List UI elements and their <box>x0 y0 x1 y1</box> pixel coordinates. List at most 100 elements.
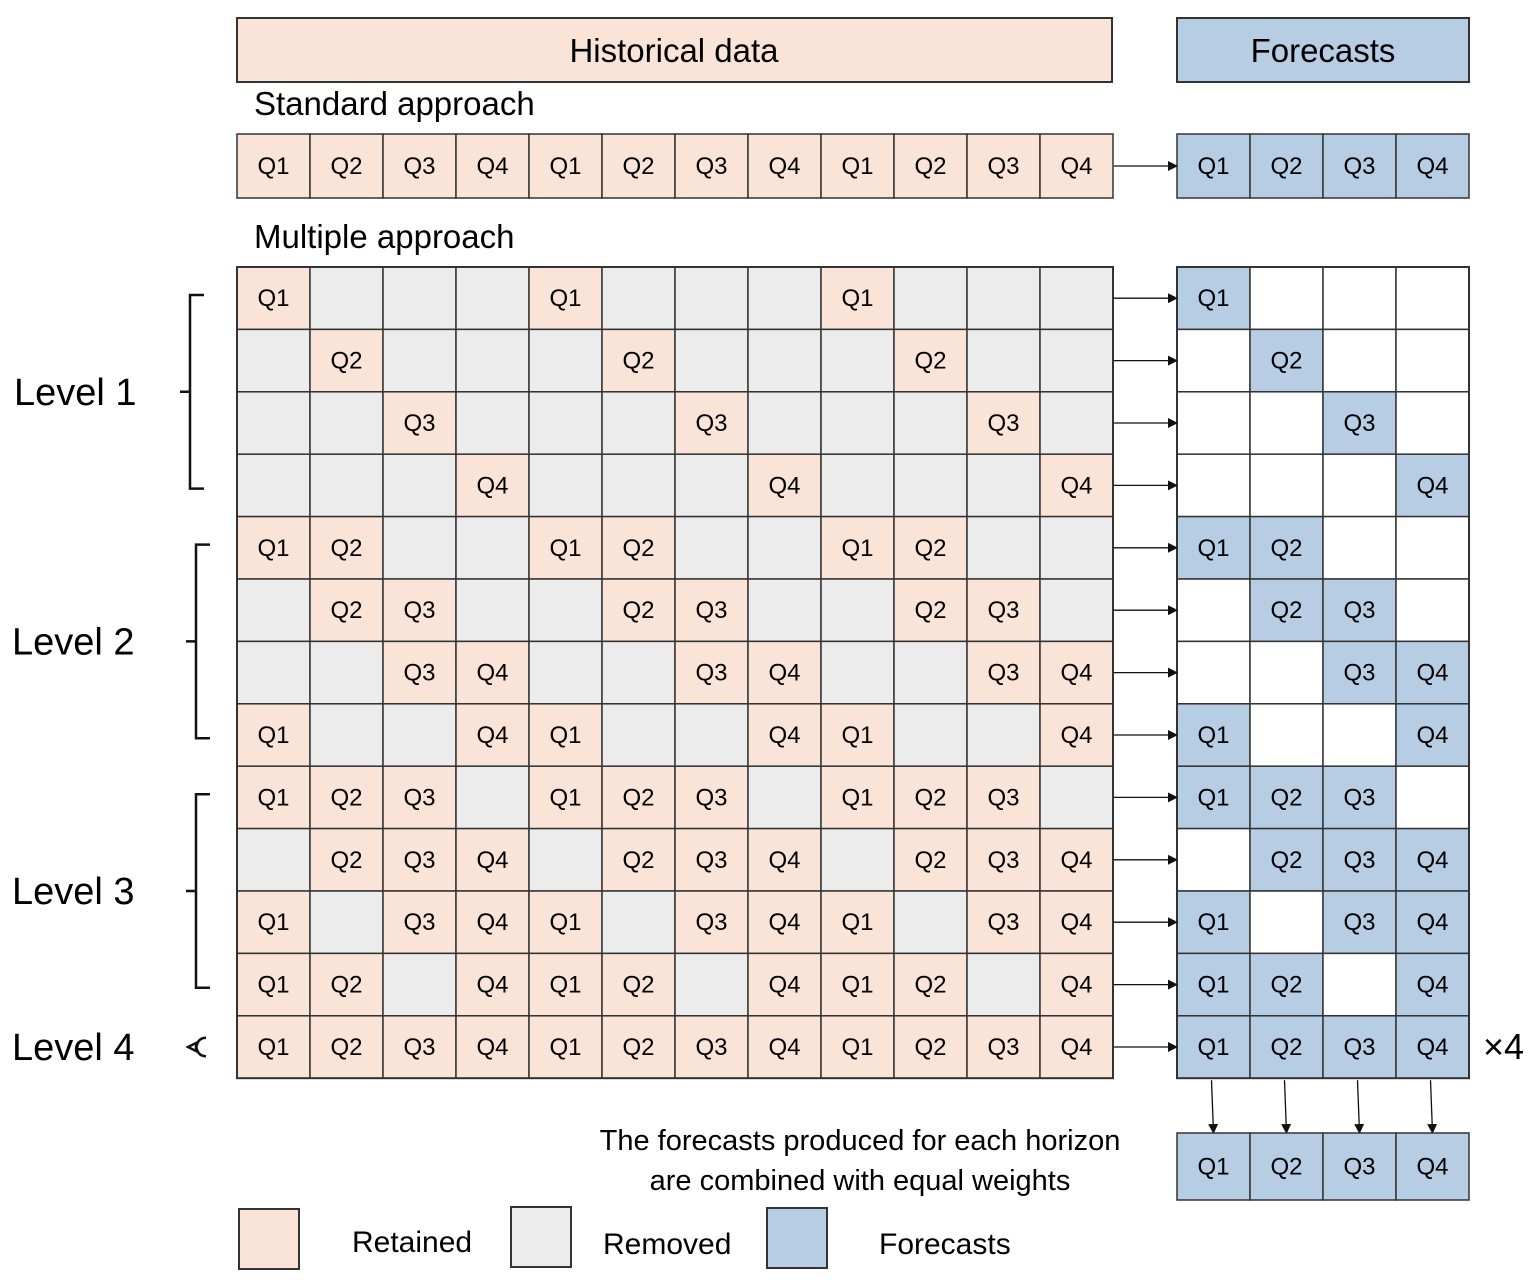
retained-cell-label: Q2 <box>914 784 946 811</box>
retained-cell-label: Q1 <box>549 1034 581 1061</box>
forecast-cell-label: Q1 <box>1197 285 1229 312</box>
empty-forecast-cell <box>1176 827 1251 892</box>
removed-cell <box>674 266 749 331</box>
standard-forecast-cell <box>1249 133 1324 199</box>
retained-cell-label: Q2 <box>622 784 654 811</box>
retained-cell-label: Q1 <box>841 972 873 999</box>
retained-cell <box>893 827 968 892</box>
retained-cell-label: Q4 <box>1060 472 1092 499</box>
retained-cell <box>674 827 749 892</box>
forecast-cell <box>1176 952 1251 1017</box>
forecast-cell-label: Q3 <box>1343 1034 1375 1061</box>
retained-cell-label: Q1 <box>549 285 581 312</box>
retained-cell-label: Q1 <box>549 784 581 811</box>
retained-cell-label: Q4 <box>768 1034 800 1061</box>
forecast-cell <box>1395 1015 1470 1079</box>
level-brackets: Level 1 Level 2 Level 3 Level 4 <box>12 293 210 1069</box>
forecast-cell-label: Q4 <box>1416 660 1448 687</box>
removed-cell <box>528 328 603 393</box>
retained-cell <box>1039 890 1114 955</box>
removed-cell <box>601 391 676 455</box>
legend-swatch-forecasts <box>766 1207 828 1269</box>
standard-history-cell-label: Q2 <box>330 153 362 180</box>
removed-cell <box>528 391 603 455</box>
forecasts-header <box>1176 17 1470 83</box>
standard-history-cell-label: Q1 <box>841 153 873 180</box>
forecast-cell <box>1249 1015 1324 1079</box>
removed-cell <box>966 266 1041 331</box>
retained-cell-label: Q4 <box>768 847 800 874</box>
retained-cell-label: Q2 <box>914 348 946 375</box>
retained-cell <box>309 827 384 892</box>
removed-cell <box>528 453 603 518</box>
empty-forecast-cell <box>1176 391 1251 455</box>
retained-cell-label: Q4 <box>476 472 508 499</box>
retained-cell-label: Q3 <box>987 660 1019 687</box>
retained-cell-label: Q4 <box>768 472 800 499</box>
standard-forecast-cell-label: Q4 <box>1416 153 1448 180</box>
empty-forecast-cell <box>1249 391 1324 455</box>
forecast-cell-label: Q4 <box>1416 1034 1448 1061</box>
retained-cell-label: Q4 <box>1060 909 1092 936</box>
level-label: Level 1 <box>14 372 137 414</box>
forecast-cell <box>1322 765 1397 830</box>
removed-cell <box>236 391 311 455</box>
retained-cell-label: Q1 <box>257 1034 289 1061</box>
retained-cell <box>674 578 749 643</box>
empty-forecast-cell <box>1176 640 1251 705</box>
combined-forecast-row: Q1 Q2 Q3 Q4 <box>1176 1132 1470 1201</box>
combined-forecast-cell <box>1322 1132 1397 1201</box>
retained-cell-label: Q3 <box>403 784 435 811</box>
removed-cell <box>820 827 895 892</box>
forecast-cell <box>1395 640 1470 705</box>
combine-arrow <box>1208 1080 1219 1134</box>
retained-cell <box>747 640 822 705</box>
retained-cell-label: Q1 <box>257 784 289 811</box>
forecast-cell <box>1176 1015 1251 1079</box>
retained-cell-label: Q3 <box>695 410 727 437</box>
retained-cell <box>601 1015 676 1079</box>
legend-swatch-retained <box>238 1208 300 1270</box>
retained-cell <box>966 640 1041 705</box>
forecast-cell <box>1322 391 1397 455</box>
retained-cell <box>236 266 311 331</box>
forecast-cell <box>1322 890 1397 955</box>
removed-cell <box>601 453 676 518</box>
retained-cell <box>528 1015 603 1079</box>
retained-cell-label: Q3 <box>695 1034 727 1061</box>
forecast-cell <box>1395 827 1470 892</box>
removed-cell <box>236 827 311 892</box>
retained-cell <box>966 578 1041 643</box>
standard-forecast-cell-label: Q1 <box>1197 153 1229 180</box>
standard-history-cell-label: Q3 <box>403 153 435 180</box>
forecast-cell-label: Q1 <box>1197 722 1229 749</box>
retained-cell <box>747 890 822 955</box>
retained-cell-label: Q4 <box>476 722 508 749</box>
forecast-cell-label: Q4 <box>1416 909 1448 936</box>
forecasts-header-label: Forecasts <box>1251 32 1396 69</box>
retained-cell-label: Q1 <box>257 535 289 562</box>
retained-cell <box>236 1015 311 1079</box>
removed-cell <box>382 952 457 1017</box>
retained-cell <box>674 640 749 705</box>
removed-cell <box>674 515 749 580</box>
combined-forecast-cell <box>1395 1132 1470 1201</box>
legend: Retained Removed Forecasts <box>238 1206 1011 1270</box>
empty-forecast-cell <box>1176 578 1251 643</box>
retained-cell <box>747 1015 822 1079</box>
removed-cell <box>893 453 968 518</box>
level-bracket <box>180 293 204 490</box>
forecast-cell <box>1249 827 1324 892</box>
retained-cell-label: Q1 <box>549 972 581 999</box>
forecast-cell-label: Q3 <box>1343 784 1375 811</box>
retained-cell-label: Q3 <box>403 909 435 936</box>
forecast-cell <box>1176 765 1251 830</box>
retained-cell-label: Q2 <box>330 1034 362 1061</box>
removed-cell <box>236 640 311 705</box>
forecast-cell <box>1395 703 1470 767</box>
history-grid-border <box>236 266 1114 1080</box>
empty-forecast-cell <box>1322 952 1397 1017</box>
removed-cell <box>455 391 530 455</box>
removed-cell <box>747 391 822 455</box>
removed-cell <box>820 328 895 393</box>
